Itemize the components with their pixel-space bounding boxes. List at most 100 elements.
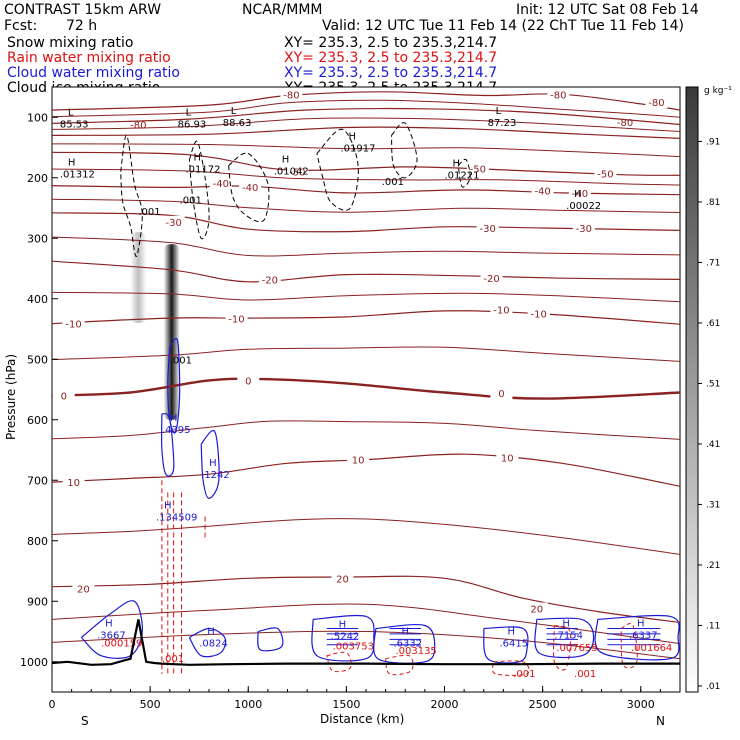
temp-label-bg — [531, 184, 554, 197]
temp-label--30: -30 — [166, 218, 182, 229]
model-title: CONTRAST 15km ARW — [4, 2, 161, 18]
temp-label--50: -50 — [470, 165, 486, 176]
temp-label--20: -20 — [262, 275, 278, 286]
colorbar-tick-label-5: .51 — [706, 379, 720, 389]
marker-value-8: .01221 — [445, 171, 480, 182]
temp-contour-minor-4 — [52, 198, 680, 213]
y-tick-label-800: 800 — [27, 535, 48, 548]
temp-label-bg — [527, 307, 550, 320]
cloud-water-loop-2 — [200, 429, 220, 500]
colorbar — [685, 86, 699, 693]
marker-l-symbol: L — [68, 107, 74, 118]
temp-label-bg — [209, 177, 232, 190]
temp-label-bg — [347, 453, 370, 466]
marker-value-13: .3667 — [97, 631, 126, 642]
temp-contour--80 — [52, 91, 680, 111]
north-label: N — [656, 714, 665, 728]
temp-label-10: 10 — [67, 478, 80, 489]
temp-contour--20 — [52, 260, 680, 283]
cloud-ice-contours — [120, 122, 471, 257]
ice-loop-1 — [188, 140, 210, 240]
x-tick-label-2000: 2000 — [431, 698, 459, 711]
temp-label-bg — [490, 387, 513, 400]
marker-l-symbol: L — [231, 106, 237, 117]
marker-value-22: .001 — [382, 177, 404, 188]
x-tick-label-2500: 2500 — [529, 698, 557, 711]
legend-label-0: Snow mixing ratio — [7, 35, 133, 51]
marker-value-18: .7154 — [554, 631, 583, 642]
rain-loop-0 — [326, 651, 352, 673]
rain-loop-1 — [385, 654, 414, 676]
colorbar-tick-label-1: .11 — [706, 621, 720, 631]
y-tick-label-300: 300 — [27, 232, 48, 245]
marker-value-15: .5242 — [331, 632, 360, 643]
cloud-water-loop-1 — [160, 413, 175, 477]
axes: 0 500 1000 1500 2000 2500 30001002003004005006… — [20, 111, 681, 711]
temp-label-bg — [52, 389, 75, 402]
rain-label-0: .000159 — [101, 639, 142, 650]
x-tick-label-3000: 3000 — [627, 698, 655, 711]
ice-loop-3 — [316, 128, 359, 211]
marker-h-symbol: H — [453, 159, 461, 170]
temp-label--80: -80 — [130, 121, 146, 132]
init-time: Init: 12 UTC Sat 08 Feb 14 — [516, 2, 699, 18]
marker-value-11: .1242 — [201, 470, 230, 481]
marker-h-symbol: H — [207, 626, 215, 637]
forecast-value: 72 h — [66, 18, 97, 34]
temp-label-bg — [280, 88, 303, 101]
legend-xy-1: XY= 235.3, 2.5 to 235.3,214.7 — [284, 50, 497, 66]
temp-label-bg — [547, 88, 570, 101]
marker-h-symbol: H — [574, 189, 582, 200]
marker-value-0: 85.53 — [60, 119, 89, 130]
cloud-water-loop-3 — [80, 600, 143, 659]
valid-time: Valid: 12 UTC Tue 11 Feb 14 (22 ChT Tue … — [322, 18, 684, 34]
temp-label-bg — [62, 317, 85, 330]
temp-label-0: 0 — [245, 376, 251, 387]
marker-h-symbol: H — [105, 619, 113, 630]
temp-label-bg — [162, 215, 185, 228]
terrain-line — [52, 619, 680, 666]
marker-value-14: .0824 — [199, 638, 228, 649]
marker-value-4: .01312 — [60, 170, 95, 181]
colorbar-tick-label-9: .91 — [706, 137, 720, 147]
rain-label-4: .007655 — [556, 643, 597, 654]
temp-label-20: 20 — [530, 605, 543, 616]
temp-label-bg — [476, 221, 499, 234]
marker-h-symbol: H — [348, 132, 356, 143]
legend-label-1: Rain water mixing ratio — [7, 50, 171, 66]
temp-label-bg — [568, 186, 591, 199]
plot-area: -80 -80 -80 -80 -80 -50 -50 -50 -40 -40 -40 -40 -30 -… — [52, 88, 680, 680]
marker-value-12: .134509 — [156, 513, 197, 524]
marker-h-symbol: H — [401, 626, 409, 637]
rain-loop-4 — [620, 623, 638, 669]
temp-contour-minor-0 — [52, 99, 680, 118]
temp-label--10: -10 — [65, 320, 81, 331]
legend-xy-0: XY= 235.3, 2.5 to 235.3,214.7 — [284, 35, 497, 51]
cloud-water-loop-9 — [534, 617, 595, 659]
marker-h-symbol: H — [339, 620, 347, 631]
x-tick-label-1000: 1000 — [234, 698, 262, 711]
temp-label-bg — [258, 273, 281, 286]
marker-value-9: .00022 — [566, 201, 601, 212]
marker-value-2: 88.63 — [223, 118, 252, 129]
terrain-layer — [52, 619, 680, 666]
temp-label-bg — [594, 167, 617, 180]
cloud-water-loop-8 — [483, 626, 529, 664]
ice-loop-4 — [391, 122, 418, 179]
colorbar-tick-label-8: .81 — [706, 198, 720, 208]
temp-contour-minor-9 — [52, 518, 680, 555]
marker-h-symbol: H — [562, 619, 570, 630]
snow-plume-0 — [130, 232, 147, 323]
marker-value-16: .6332 — [393, 638, 422, 649]
cloud-water-contours — [80, 337, 680, 664]
marker-h-symbol: H — [170, 413, 178, 424]
marker-value-23: .001 — [170, 355, 192, 366]
x-tick-label-0: 0 — [49, 698, 56, 711]
temp-contour-minor-1 — [52, 117, 680, 132]
marker-value-1: 86.93 — [178, 119, 207, 130]
temp-contour-minor-2 — [52, 143, 680, 158]
temp-label-0: 0 — [498, 389, 504, 400]
temp-contour--40 — [52, 185, 680, 196]
temp-label--10: -10 — [531, 309, 547, 320]
